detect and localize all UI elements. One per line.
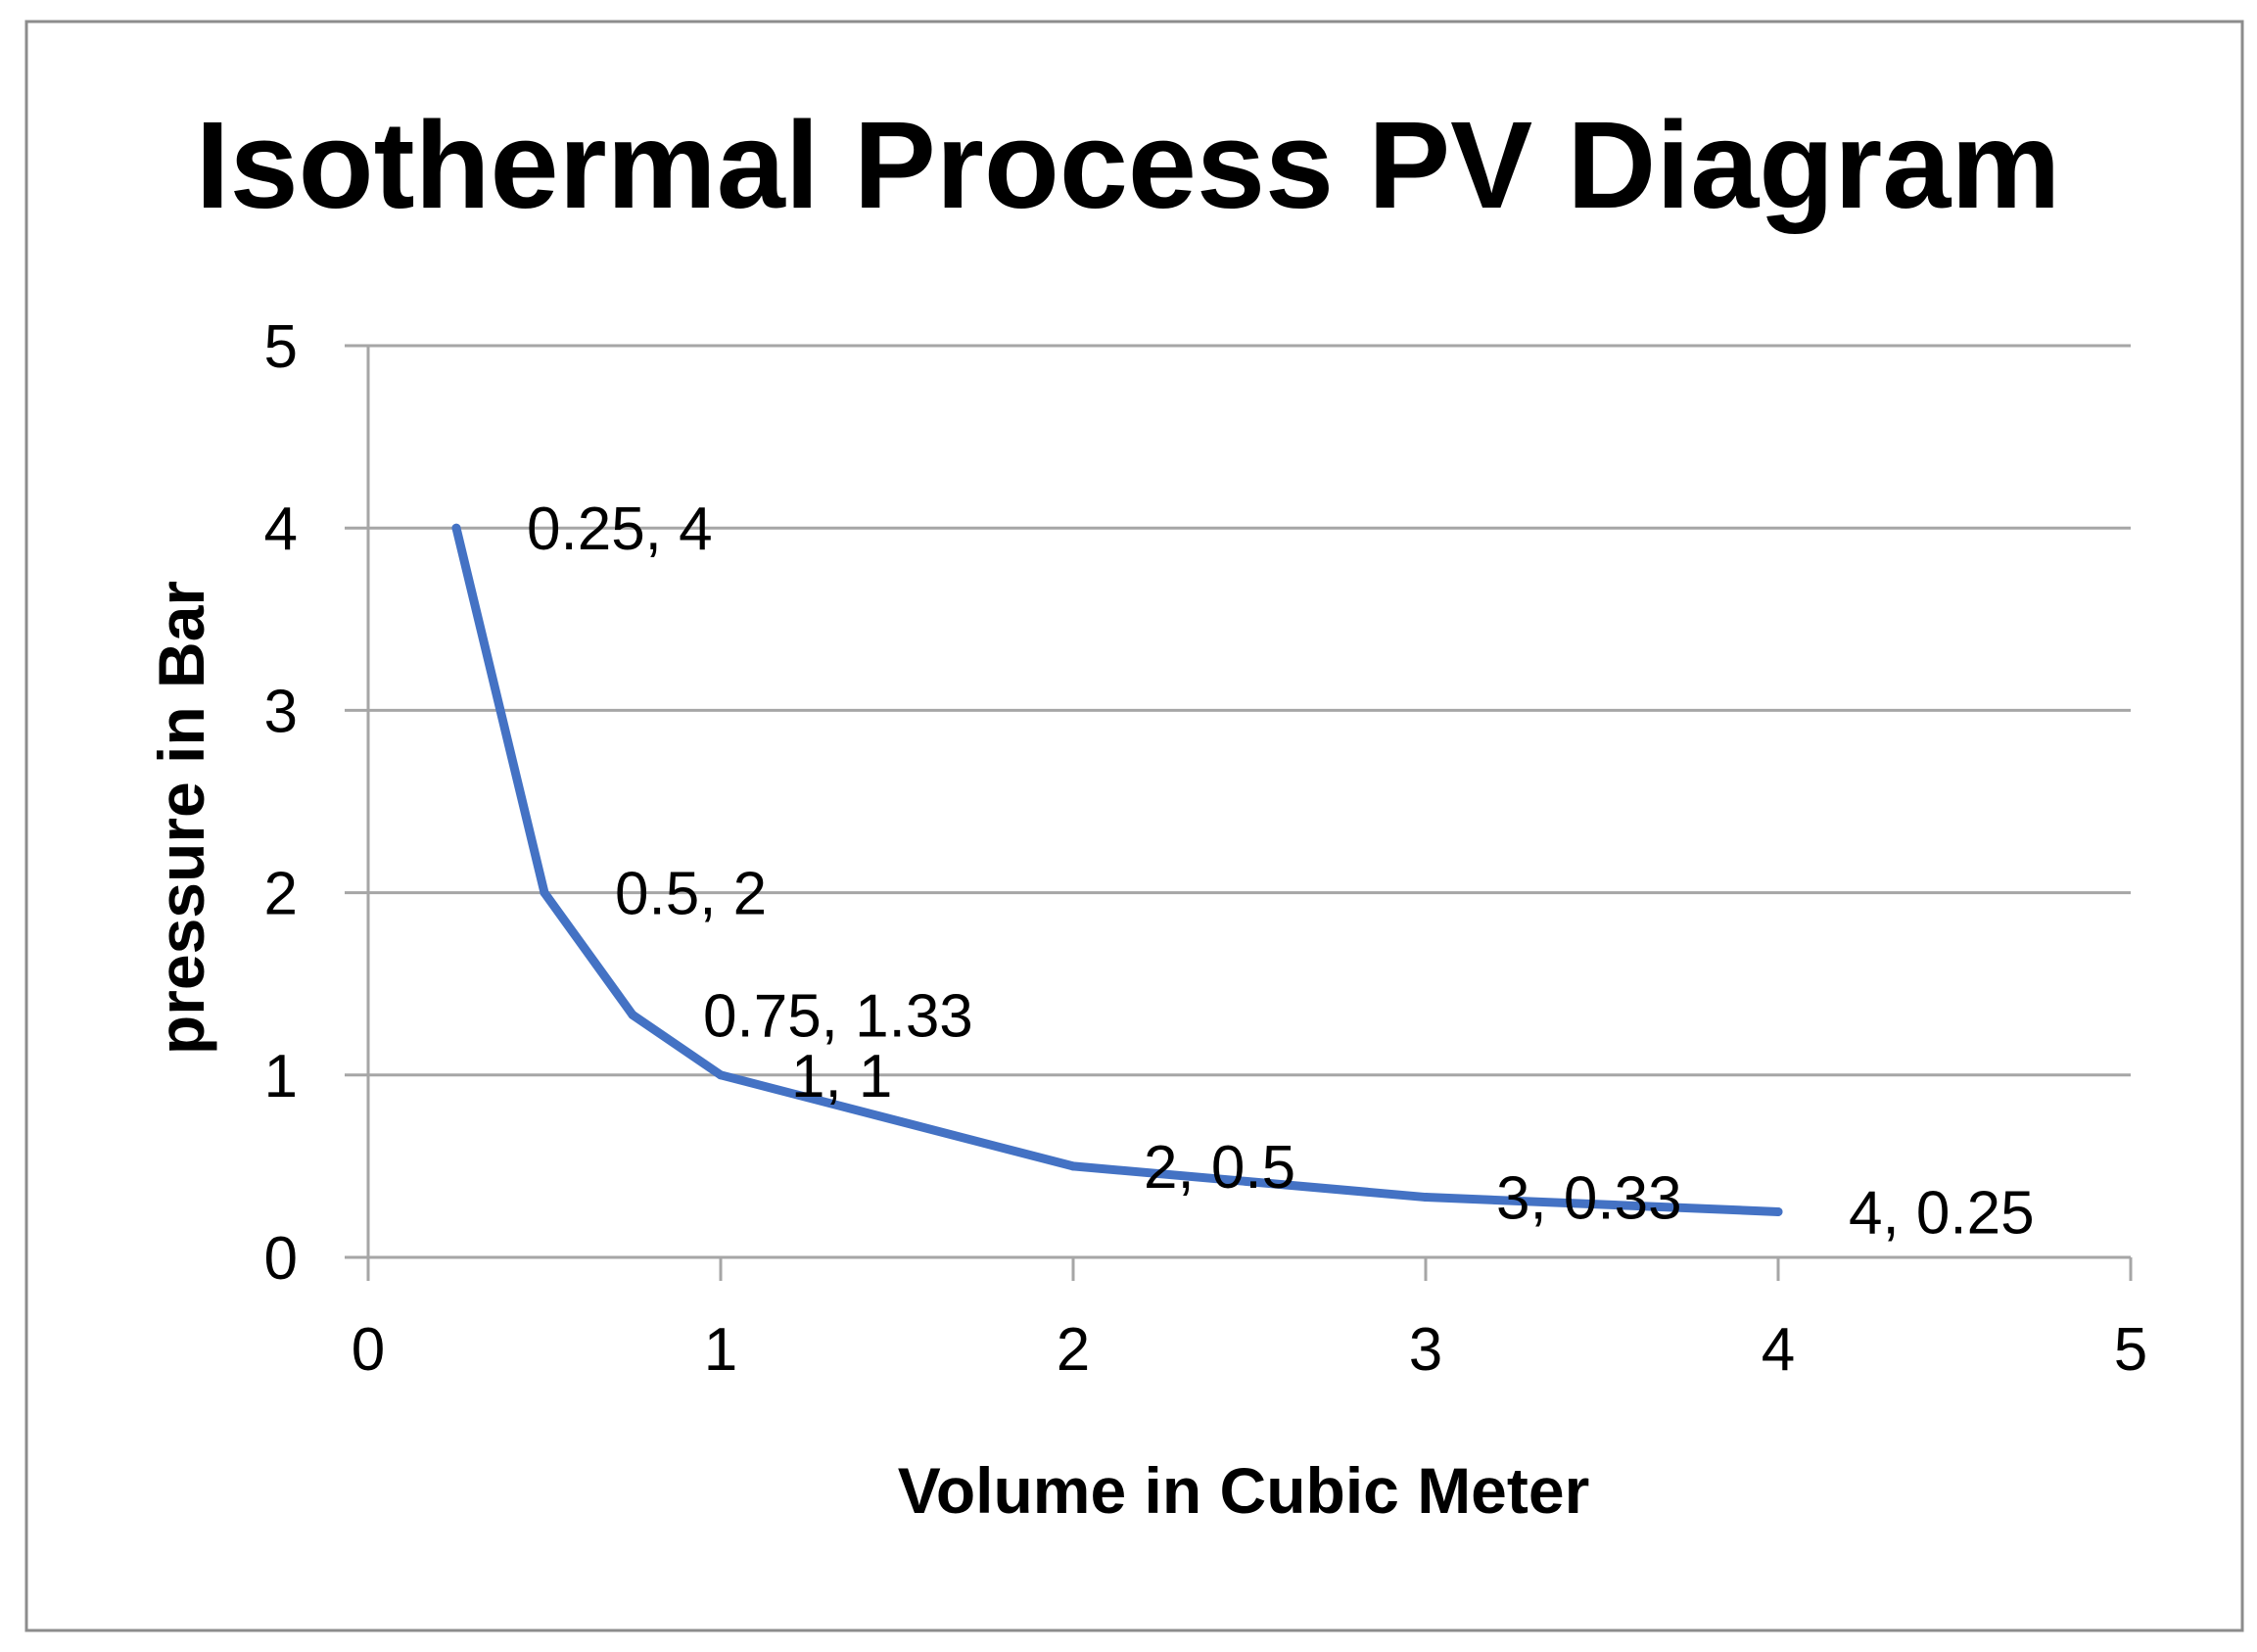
- y-tick-label-0: 0: [264, 1225, 298, 1293]
- data-labels: 0.25, 4 0.5, 2 0.75, 1.331, 1 2, 0.5 3, 0.33…: [527, 496, 2035, 1247]
- y-tick-label-3: 3: [264, 678, 298, 745]
- y-axis-title: pressure in Bar: [145, 581, 217, 1055]
- data-point: [540, 888, 549, 898]
- gridlines: [345, 344, 2131, 1077]
- y-tick-label-2: 2: [264, 861, 298, 928]
- y-tick-label-1: 1: [264, 1043, 298, 1110]
- x-tick-label-5: 5: [2114, 1316, 2147, 1384]
- data-point: [1773, 1206, 1783, 1216]
- series: [451, 523, 1783, 1216]
- x-tick-label-1: 1: [704, 1316, 737, 1384]
- data-point: [1068, 1161, 1078, 1171]
- data-label: 0.75, 1.33: [703, 982, 973, 1050]
- data-label: 1, 1: [791, 1043, 892, 1110]
- data-label: 2, 0.5: [1144, 1134, 1295, 1202]
- data-label: 0.5, 2: [615, 861, 767, 928]
- x-axis-title: Volume in Cubic Meter: [898, 1454, 1590, 1527]
- chart-frame: [24, 20, 2244, 1632]
- data-point: [1421, 1193, 1431, 1203]
- data-label: 3, 0.33: [1496, 1165, 1682, 1233]
- tick-labels: 0 1 2 3 4 5 0 1 2 3 4 5: [264, 313, 2148, 1384]
- data-label: 4, 0.25: [1849, 1179, 2035, 1247]
- data-label: 0.25, 4: [527, 496, 713, 563]
- chart-title: Isothermal Process PV Diagram: [196, 96, 2061, 234]
- axes: [345, 346, 2133, 1281]
- x-tick-label-3: 3: [1409, 1316, 1442, 1384]
- x-tick-label-4: 4: [1762, 1316, 1795, 1384]
- x-tick-label-2: 2: [1057, 1316, 1090, 1384]
- x-tick-label-0: 0: [352, 1316, 385, 1384]
- y-tick-label-4: 4: [264, 496, 298, 563]
- data-point: [451, 523, 461, 533]
- data-point: [628, 1010, 637, 1019]
- y-tick-label-5: 5: [264, 313, 298, 381]
- data-point: [716, 1070, 726, 1080]
